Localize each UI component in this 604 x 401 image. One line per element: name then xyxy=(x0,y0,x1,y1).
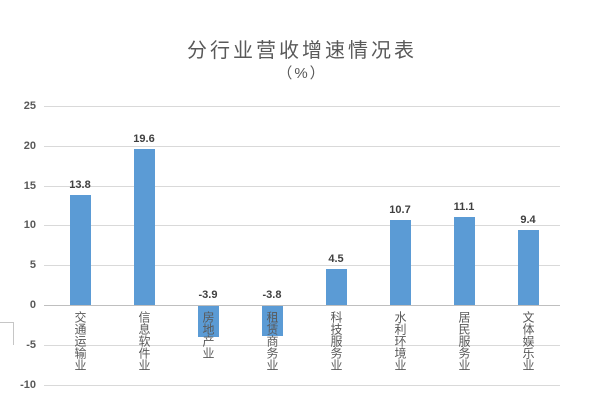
data-label-8: 9.4 xyxy=(520,214,536,226)
data-label-7: 11.1 xyxy=(453,201,475,213)
bar-3 xyxy=(197,306,219,337)
y-axis-tick-label: 5 xyxy=(29,259,36,271)
bar-6 xyxy=(389,220,411,305)
category-label-2: 信息软件业 xyxy=(137,311,151,371)
gridline xyxy=(44,345,560,346)
gridline xyxy=(44,146,560,147)
y-axis-tick-label: -5 xyxy=(26,339,36,351)
gridline xyxy=(44,225,560,226)
bar-8 xyxy=(517,230,539,305)
left-edge-frame-artifact-vertical xyxy=(13,322,14,345)
category-label-6: 水利环境业 xyxy=(393,311,407,371)
gridline xyxy=(44,106,560,107)
bar-5 xyxy=(325,269,347,305)
data-label-4: -3.8 xyxy=(262,289,282,301)
x-axis-line xyxy=(44,305,560,306)
data-label-2: 19.6 xyxy=(133,133,155,145)
bar-7 xyxy=(453,217,475,305)
y-axis-tick-label: -10 xyxy=(20,379,36,391)
y-axis-tick-label: 0 xyxy=(29,299,36,311)
left-edge-frame-artifact-horizontal xyxy=(0,322,14,323)
category-label-8: 文体娱乐业 xyxy=(521,311,535,371)
y-axis-tick-label: 25 xyxy=(23,100,36,112)
category-label-5: 科技服务业 xyxy=(329,311,343,371)
gridline xyxy=(44,186,560,187)
chart-title: 分行业营收增速情况表 xyxy=(187,40,417,62)
category-label-4: 租赁商务业 xyxy=(265,311,279,371)
category-label-1: 交通运输业 xyxy=(73,311,87,371)
gridline xyxy=(44,385,560,386)
y-axis-tick-label: 15 xyxy=(23,180,36,192)
data-label-1: 13.8 xyxy=(69,179,91,191)
data-label-3: -3.9 xyxy=(198,289,218,301)
bar-4 xyxy=(261,306,283,336)
data-label-5: 4.5 xyxy=(328,253,344,265)
bar-1 xyxy=(69,195,91,305)
y-axis-tick-label: 20 xyxy=(23,140,36,152)
category-label-7: 居民服务业 xyxy=(457,311,471,371)
bar-2 xyxy=(133,149,155,305)
chart-subtitle: （%） xyxy=(277,65,327,82)
data-label-6: 10.7 xyxy=(389,204,411,216)
gridline xyxy=(44,265,560,266)
y-axis-tick-label: 10 xyxy=(23,219,36,231)
category-label-3: 房地产业 xyxy=(201,311,215,359)
